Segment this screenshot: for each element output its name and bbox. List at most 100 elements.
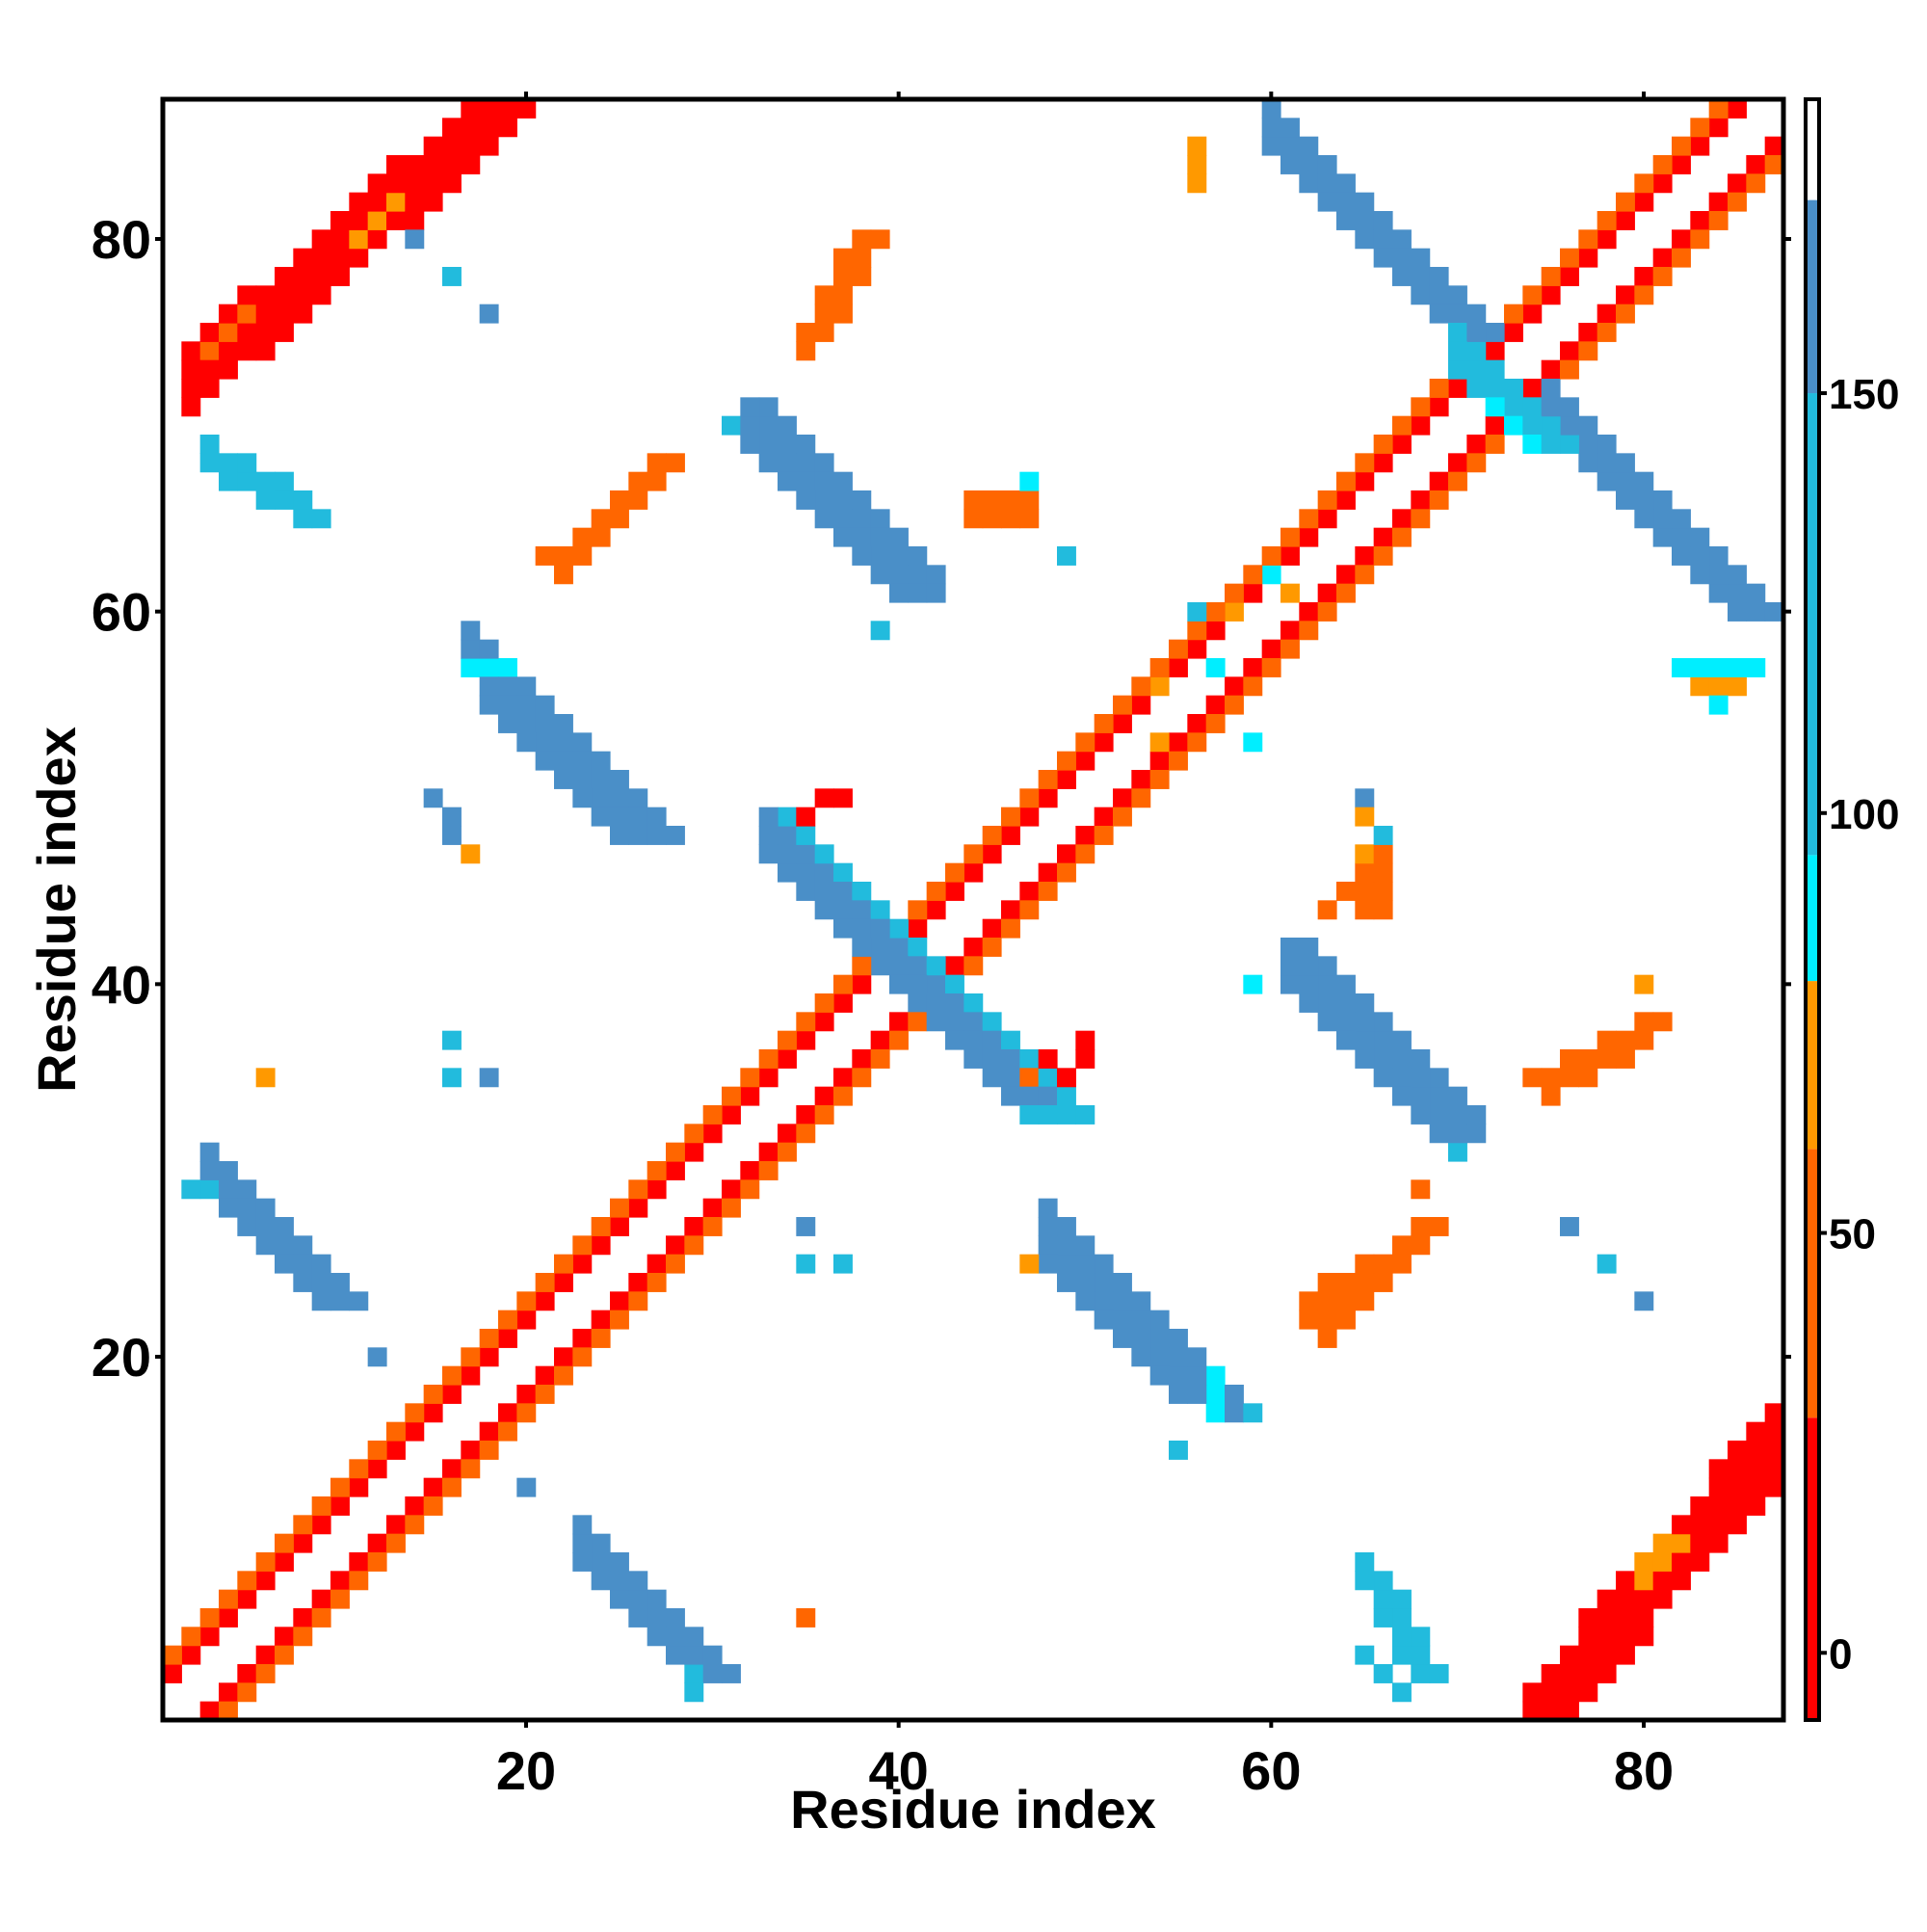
heatmap-cell: [1317, 192, 1337, 212]
heatmap-cell: [1392, 229, 1412, 250]
heatmap-cell: [1597, 1627, 1617, 1647]
heatmap-cell: [572, 1235, 593, 1256]
heatmap-cell: [1187, 602, 1207, 622]
heatmap-cell: [1522, 1682, 1543, 1703]
heatmap-cell: [1094, 732, 1114, 753]
heatmap-cell: [814, 490, 834, 510]
heatmap-cell: [181, 1179, 201, 1200]
heatmap-cell: [275, 1552, 294, 1572]
heatmap-cell: [1169, 1329, 1188, 1348]
heatmap-cell: [1560, 341, 1579, 361]
heatmap-cell: [908, 583, 928, 603]
heatmap-cell: [628, 1291, 648, 1311]
heatmap-cell: [702, 1645, 723, 1665]
heatmap-cell: [1317, 956, 1337, 976]
heatmap-cell: [814, 1105, 834, 1125]
heatmap-cell: [1746, 173, 1766, 194]
heatmap-cell: [1131, 1291, 1151, 1311]
heatmap-cell: [1392, 1682, 1412, 1703]
heatmap-cell: [1597, 453, 1617, 473]
heatmap-cell: [666, 1608, 685, 1628]
heatmap-cell: [1131, 770, 1151, 789]
heatmap-cell: [1672, 248, 1691, 268]
heatmap-cell: [1373, 229, 1393, 250]
heatmap-cell: [702, 1105, 723, 1125]
heatmap-cell: [610, 1310, 629, 1330]
heatmap-cell: [796, 1217, 816, 1236]
colorbar-band: [1806, 99, 1819, 200]
heatmap-cell: [1560, 359, 1579, 380]
heatmap-cell: [1187, 1347, 1207, 1367]
heatmap-cell: [1746, 1459, 1766, 1479]
heatmap-cell: [758, 415, 779, 436]
heatmap-cell: [796, 435, 816, 454]
heatmap-cell: [778, 1030, 797, 1050]
heatmap-cell: [516, 99, 537, 119]
heatmap-cell: [1634, 974, 1654, 994]
heatmap-cell: [852, 1068, 872, 1088]
heatmap-cell: [814, 471, 834, 491]
heatmap-cell: [219, 341, 238, 361]
heatmap-cell: [1001, 1049, 1020, 1069]
heatmap-cell: [1225, 1403, 1244, 1423]
heatmap-cell: [740, 397, 760, 417]
heatmap-cell: [1019, 1086, 1040, 1106]
heatmap-cell: [964, 490, 984, 510]
heatmap-cell: [889, 1030, 909, 1050]
heatmap-cell: [1149, 658, 1170, 677]
heatmap-cell: [311, 1608, 331, 1628]
heatmap-cell: [1355, 844, 1375, 864]
heatmap-cell: [1149, 770, 1170, 789]
heatmap-cell: [237, 304, 257, 324]
heatmap-cell: [1355, 1645, 1375, 1665]
heatmap-cell: [1708, 1496, 1729, 1516]
heatmap-cell: [442, 118, 462, 138]
heatmap-cell: [1560, 435, 1579, 454]
heatmap-cell: [666, 453, 685, 473]
heatmap-cell: [1280, 546, 1300, 566]
heatmap-cell: [1728, 1441, 1747, 1460]
heatmap-cell: [554, 1365, 573, 1386]
heatmap-cell: [1541, 379, 1561, 398]
heatmap-cell: [945, 882, 964, 901]
heatmap-cell: [1019, 807, 1040, 827]
heatmap-cell: [1634, 1589, 1654, 1609]
heatmap-cell: [181, 1627, 201, 1647]
heatmap-cell: [1560, 1664, 1579, 1683]
heatmap-cell: [647, 1179, 667, 1200]
heatmap-cell: [1392, 435, 1412, 454]
heatmap-cell: [1001, 1068, 1020, 1088]
heatmap-cell: [1522, 435, 1543, 454]
heatmap-cell: [870, 1049, 890, 1069]
heatmap-cell: [1411, 267, 1431, 286]
heatmap-cell: [982, 1012, 1002, 1032]
heatmap-cell: [684, 1217, 704, 1236]
heatmap-cell: [852, 882, 872, 901]
heatmap-cell: [1355, 1291, 1375, 1311]
heatmap-cell: [255, 1571, 276, 1591]
heatmap-cell: [684, 1645, 704, 1665]
heatmap-cell: [199, 1627, 220, 1647]
heatmap-cell: [181, 341, 201, 361]
heatmap-cell: [1001, 807, 1020, 827]
heatmap-cell: [237, 323, 257, 342]
heatmap-cell: [1373, 1571, 1393, 1591]
heatmap-cell: [1411, 1645, 1431, 1665]
heatmap-cell: [1690, 565, 1710, 585]
heatmap-cell: [1225, 1385, 1244, 1404]
heatmap-cell: [1448, 323, 1467, 342]
heatmap-cell: [722, 1105, 741, 1125]
heatmap-cell: [870, 956, 890, 976]
heatmap-cell: [199, 341, 220, 361]
heatmap-cell: [1392, 1068, 1412, 1088]
heatmap-cell: [219, 359, 238, 380]
colorbar-band: [1806, 1417, 1819, 1720]
heatmap-cell: [1299, 509, 1319, 529]
heatmap-cell: [1616, 1608, 1635, 1628]
heatmap-cell: [1634, 471, 1654, 491]
heatmap-cell: [330, 1477, 350, 1497]
heatmap-cell: [1578, 415, 1598, 436]
y-tick-label: 20: [92, 1327, 151, 1388]
heatmap-cell: [833, 285, 853, 305]
heatmap-cell: [1560, 415, 1579, 436]
